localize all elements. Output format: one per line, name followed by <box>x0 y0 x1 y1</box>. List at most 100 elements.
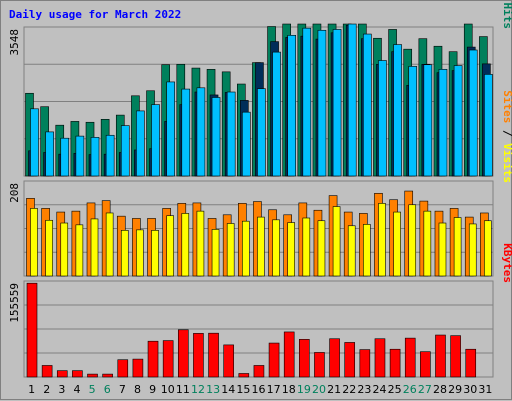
visits-bar <box>211 229 220 277</box>
pages-bar <box>151 104 160 177</box>
kbytes-bar <box>193 333 204 378</box>
pages-bar <box>347 23 357 177</box>
pages-bar <box>484 74 493 177</box>
pages-bar <box>181 88 191 177</box>
kbytes-bar <box>26 282 38 378</box>
kbytes-bar <box>299 339 310 378</box>
x-tick-label: 7 <box>119 383 126 396</box>
x-tick-label: 17 <box>267 383 281 396</box>
visits-bar <box>257 216 265 277</box>
kbytes-bar <box>420 351 431 378</box>
pages-bar <box>378 60 387 177</box>
kbytes-bar <box>450 335 461 378</box>
kbytes-bar <box>41 365 53 378</box>
visits-bar <box>105 212 114 277</box>
x-tick-label: 21 <box>327 383 341 396</box>
x-tick-label: 24 <box>373 383 387 396</box>
chart-title: Daily usage for March 2022 <box>9 8 182 21</box>
legend-part: / <box>501 1 512 3</box>
pages-bar <box>393 44 402 177</box>
pages-bar <box>453 65 463 177</box>
x-tick-label: 18 <box>282 383 296 396</box>
legend-part: Sites <box>501 90 512 123</box>
right-legend-label: KBytes <box>501 243 512 283</box>
x-tick-label: 28 <box>433 383 447 396</box>
visits-bar <box>484 220 492 277</box>
pages-bar <box>287 35 296 177</box>
visits-bar <box>151 230 159 277</box>
kbytes-bar <box>359 349 371 378</box>
kbytes-bar <box>117 359 129 378</box>
pages-bar <box>332 29 342 177</box>
kbytes-bar <box>374 338 386 378</box>
pages-bar <box>226 91 236 177</box>
pages-bar <box>45 131 54 177</box>
kbytes-bar <box>253 365 265 378</box>
visits-bar <box>30 208 38 277</box>
x-tick-label: 26 <box>403 383 417 396</box>
kbytes-bar <box>132 358 144 378</box>
pages-bar <box>30 108 39 177</box>
visits-bar <box>45 219 53 277</box>
x-tick-label: 5 <box>89 383 96 396</box>
pages-bar <box>211 97 221 177</box>
legend-part: / <box>501 123 512 143</box>
x-tick-label: 31 <box>478 383 492 396</box>
x-tick-label: 1 <box>28 383 35 396</box>
kbytes-bar <box>283 331 295 378</box>
visits-bar <box>120 230 129 277</box>
visits-bar <box>226 223 235 277</box>
kbytes-bar <box>208 332 219 378</box>
pages-bar <box>317 29 327 177</box>
visits-bar <box>75 224 84 277</box>
pages-bar <box>468 49 478 177</box>
pages-bar <box>257 88 266 177</box>
kbytes-bar <box>147 340 159 378</box>
x-tick-label: 3 <box>58 383 65 396</box>
pages-bar <box>136 110 145 177</box>
x-tick-label: 30 <box>463 383 477 396</box>
visits-bar <box>423 210 432 277</box>
kbytes-bar <box>56 370 68 378</box>
x-tick-label: 19 <box>297 383 311 396</box>
visits-bar <box>242 220 250 277</box>
kbytes-bar <box>344 342 356 378</box>
visits-bar <box>347 225 356 277</box>
x-tick-label: 25 <box>388 383 402 396</box>
x-tick-label: 22 <box>342 383 356 396</box>
x-tick-label: 2 <box>43 383 50 396</box>
kbytes-bar <box>314 352 325 378</box>
visits-bar <box>196 210 205 277</box>
pages-bar <box>272 51 281 177</box>
pages-bar <box>60 137 70 177</box>
visits-bar <box>453 217 462 277</box>
pages-bar <box>196 87 206 177</box>
y-max-label: 3548 <box>8 29 21 56</box>
visits-bar <box>363 224 371 277</box>
visits-bar <box>408 204 417 277</box>
x-tick-label: 12 <box>191 383 205 396</box>
kbytes-bar <box>268 342 280 378</box>
kbytes-bar <box>87 373 98 378</box>
right-legend-label: Pages / Files / Hits <box>501 1 512 29</box>
visits-bar <box>166 215 174 277</box>
x-tick-label: 9 <box>149 383 156 396</box>
kbytes-bar <box>465 348 477 378</box>
right-legend-label: Sites / Visits <box>501 90 512 183</box>
kbytes-bar <box>389 348 401 378</box>
x-tick-label: 6 <box>104 383 111 396</box>
pages-bar <box>90 137 100 177</box>
pages-bar <box>363 33 372 177</box>
y-max-label: 155559 <box>8 283 21 323</box>
x-tick-label: 10 <box>161 383 175 396</box>
x-tick-label: 4 <box>73 383 80 396</box>
kbytes-bar <box>435 334 446 378</box>
x-tick-label: 16 <box>252 383 266 396</box>
x-tick-label: 14 <box>221 383 235 396</box>
kbytes-bar <box>238 373 250 378</box>
kbytes-bar <box>223 344 234 378</box>
visits-bar <box>393 211 401 277</box>
visits-bar <box>60 222 69 277</box>
